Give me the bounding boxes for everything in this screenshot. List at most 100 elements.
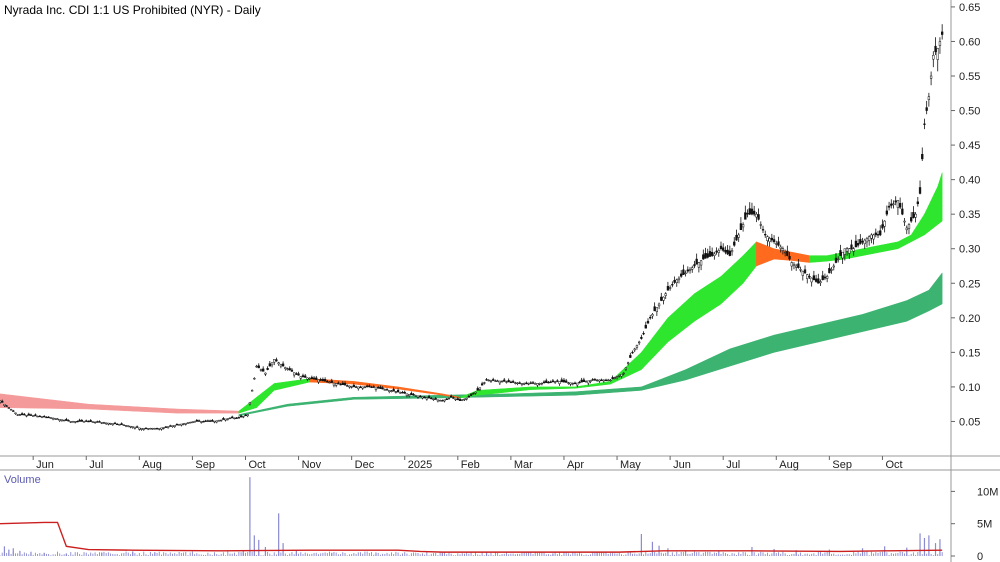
candle-body [874, 232, 877, 236]
candle-body [801, 270, 804, 276]
candle-body [803, 269, 807, 274]
candle-body [918, 187, 922, 194]
candle-body [56, 418, 59, 420]
candle-body [649, 317, 652, 319]
candle-body [500, 380, 504, 383]
candle-body [162, 427, 165, 429]
candle-body [642, 332, 645, 335]
price-tick-label: 0.15 [959, 347, 980, 359]
candle-body [595, 379, 599, 382]
candle-body [887, 205, 891, 208]
candle-body [93, 421, 97, 424]
candle-body [531, 382, 535, 384]
candle-body [264, 372, 267, 375]
candle-body [142, 428, 145, 430]
candle-body [346, 385, 349, 387]
candle-body [710, 252, 714, 256]
candle-body [310, 377, 313, 379]
candle-body [361, 386, 364, 389]
candle-body [436, 399, 440, 402]
candle-body [268, 363, 271, 367]
candle-body [562, 379, 566, 383]
candle-body [761, 229, 765, 231]
candle-body [96, 421, 99, 423]
price-tick-label: 0.50 [959, 106, 980, 118]
candle-body [790, 262, 793, 267]
candle-body [186, 422, 190, 424]
candle-body [938, 41, 942, 46]
candle-body [100, 422, 103, 424]
candle-body [744, 212, 747, 220]
candle-body [757, 214, 760, 220]
candle-body [454, 398, 457, 401]
candle-body [3, 403, 6, 406]
candle-body [191, 421, 194, 423]
candle-body [239, 415, 243, 418]
slow-ma-segment [906, 289, 930, 322]
candle-body [704, 253, 707, 259]
candle-body [357, 386, 360, 389]
candle-body [204, 420, 207, 422]
candle-body [105, 422, 108, 425]
price-tick-label: 0.40 [959, 175, 980, 187]
candle-body [483, 382, 486, 384]
candle-body [193, 421, 196, 423]
candle-body [509, 381, 513, 383]
candle-body [383, 389, 386, 391]
candle-body [304, 375, 307, 378]
candle-body [894, 200, 897, 203]
candle-body [144, 427, 148, 430]
candle-body [741, 224, 745, 228]
candle-body [195, 420, 198, 422]
candle-body [795, 265, 798, 268]
candle-body [730, 250, 734, 253]
candle-body [609, 379, 612, 382]
candle-body [255, 365, 258, 368]
candle-body [215, 420, 218, 423]
candle-body [175, 424, 179, 426]
candle-body [89, 420, 92, 422]
slow-ma-segment [862, 300, 908, 332]
candle-body [777, 241, 780, 246]
candle-body [85, 420, 88, 422]
candle-body [343, 383, 347, 386]
candle-body [211, 420, 214, 422]
candle-body [910, 217, 913, 222]
candle-body [352, 384, 356, 388]
candle-body [629, 355, 632, 358]
slow-ma-segment [729, 334, 775, 367]
candle-body [719, 245, 723, 249]
fast-moving-average-ribbon [0, 172, 943, 414]
candle-body [299, 376, 302, 379]
date-tick-label: Jun [673, 459, 691, 471]
candle-body [702, 254, 705, 260]
candle-body [722, 247, 725, 251]
candle-body [445, 398, 448, 400]
candle-body [823, 276, 827, 279]
candle-body [753, 210, 756, 215]
candle-body [403, 391, 406, 394]
candle-body [651, 314, 654, 317]
candle-body [458, 398, 462, 401]
candle-body [715, 250, 718, 253]
candle-body [319, 379, 322, 381]
candle-body [16, 414, 19, 416]
candle-body [213, 420, 216, 423]
date-tick-label: Aug [142, 459, 162, 471]
candle-body [626, 362, 630, 364]
candle-body [173, 425, 176, 427]
candle-body [242, 416, 245, 418]
date-tick-label: Apr [567, 459, 584, 471]
candle-body [180, 423, 183, 426]
candle-body [573, 382, 577, 385]
candle-body [584, 381, 588, 383]
candle-body [297, 373, 300, 376]
fast-ma-segment [256, 382, 275, 409]
candle-body [399, 392, 402, 394]
candle-body [814, 278, 818, 282]
candle-body [284, 367, 287, 369]
fast-ma-segment [897, 234, 912, 250]
candle-body [485, 379, 488, 381]
